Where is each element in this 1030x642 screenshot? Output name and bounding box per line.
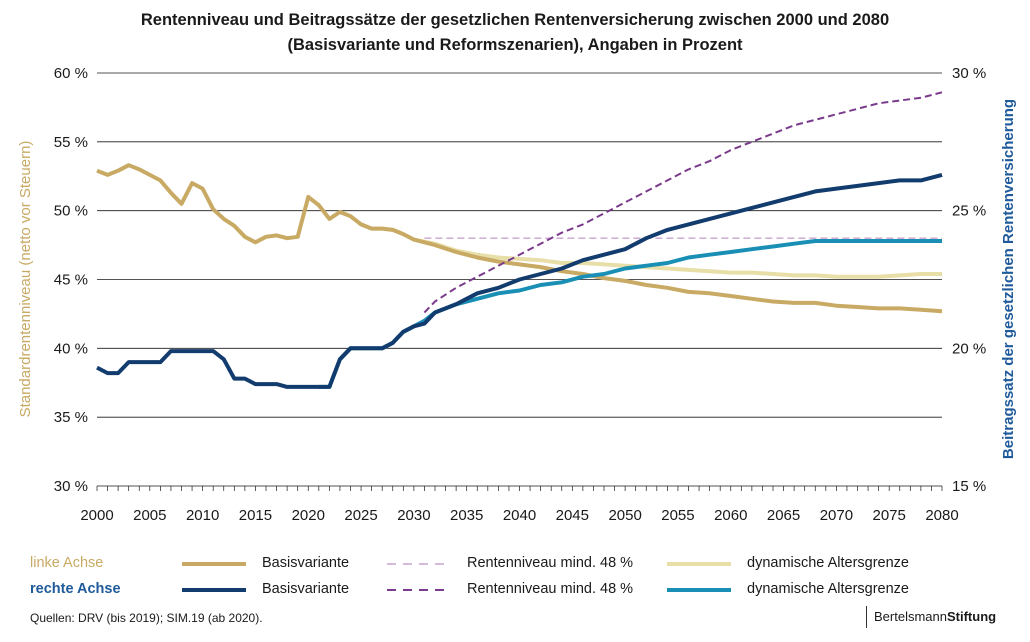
legend-row-left-axis: linke Achse Basisvariante Rentenniveau m… xyxy=(0,553,1030,575)
x-tick-label: 2060 xyxy=(714,507,747,524)
chart-title-line-1: Rentenniveau und Beitragssätze der geset… xyxy=(140,11,890,29)
legend-label-left-dyn: dynamische Altersgrenze xyxy=(747,555,909,571)
y-left-tick-label: 40 % xyxy=(54,340,88,357)
brand-regular: Bertelsmann xyxy=(874,609,947,624)
series-right-dynamische-altersgrenze xyxy=(318,239,942,389)
y-left-tick-label: 30 % xyxy=(54,478,88,495)
y-right-tick-label: 20 % xyxy=(952,340,986,357)
x-tick-label: 2040 xyxy=(503,507,536,524)
x-tick-label: 2065 xyxy=(767,507,800,524)
y-left-tick-label: 50 % xyxy=(54,203,88,220)
x-tick-label: 2050 xyxy=(608,507,641,524)
y-left-tick-label: 60 % xyxy=(54,65,88,82)
legend-label-right-basis: Basisvariante xyxy=(262,581,350,597)
x-tick-label: 2010 xyxy=(186,507,219,524)
x-tick-label: 2080 xyxy=(925,507,958,524)
x-tick-label: 2055 xyxy=(661,507,694,524)
x-tick-label: 2020 xyxy=(292,507,325,524)
legend-row-right-axis: rechte Achse Basisvariante Rentenniveau … xyxy=(0,579,1030,601)
y-left-tick-label: 55 % xyxy=(54,134,88,151)
legend-right-axis-label: rechte Achse xyxy=(30,581,121,597)
series-right-rentenniveau-48 xyxy=(423,91,943,314)
y-right-tick-label: 25 % xyxy=(952,203,986,220)
legend-label-left-rn48: Rentenniveau mind. 48 % xyxy=(467,555,634,571)
x-tick-label: 2025 xyxy=(344,507,377,524)
brand-bold: Stiftung xyxy=(946,609,997,624)
legend-label-right-dyn: dynamische Altersgrenze xyxy=(747,581,909,597)
y-right-axis-title: Beitragssatz der gesetzlichen Rentenvers… xyxy=(1000,99,1017,459)
x-tick-label: 2015 xyxy=(239,507,272,524)
x-tick-label: 2000 xyxy=(80,507,113,524)
x-tick-label: 2075 xyxy=(873,507,906,524)
brand-logo: BertelsmannStiftung xyxy=(866,606,996,628)
source-note: Quellen: DRV (bis 2019); SIM.19 (ab 2020… xyxy=(30,611,263,625)
legend-left-axis-label: linke Achse xyxy=(30,555,104,571)
y-left-axis-title: Standardrentenniveau (netto vor Steuern) xyxy=(17,141,34,418)
x-tick-label: 2035 xyxy=(450,507,483,524)
x-tick-label: 2005 xyxy=(133,507,166,524)
y-left-tick-label: 45 % xyxy=(54,272,88,289)
chart-title: Rentenniveau und Beitragssätze der geset… xyxy=(0,8,1030,58)
x-tick-label: 2070 xyxy=(820,507,853,524)
series-left-basisvariante xyxy=(96,163,943,314)
chart-plot: 30 % 35 % 40 % 45 % 50 % 55 % 60 % 15 % 20 % 25 %… xyxy=(17,65,1017,524)
chart-title-line-2: (Basisvariante und Reformszenarien), Ang… xyxy=(287,36,743,54)
y-left-tick-label: 35 % xyxy=(54,409,88,426)
series-right-basisvariante xyxy=(96,172,943,389)
y-right-tick-label: 30 % xyxy=(952,65,986,82)
legend-label-left-basis: Basisvariante xyxy=(262,555,350,571)
y-right-tick-label: 15 % xyxy=(952,478,986,495)
x-tick-label: 2045 xyxy=(556,507,589,524)
legend-label-right-rn48: Rentenniveau mind. 48 % xyxy=(467,581,634,597)
x-tick-label: 2030 xyxy=(397,507,430,524)
